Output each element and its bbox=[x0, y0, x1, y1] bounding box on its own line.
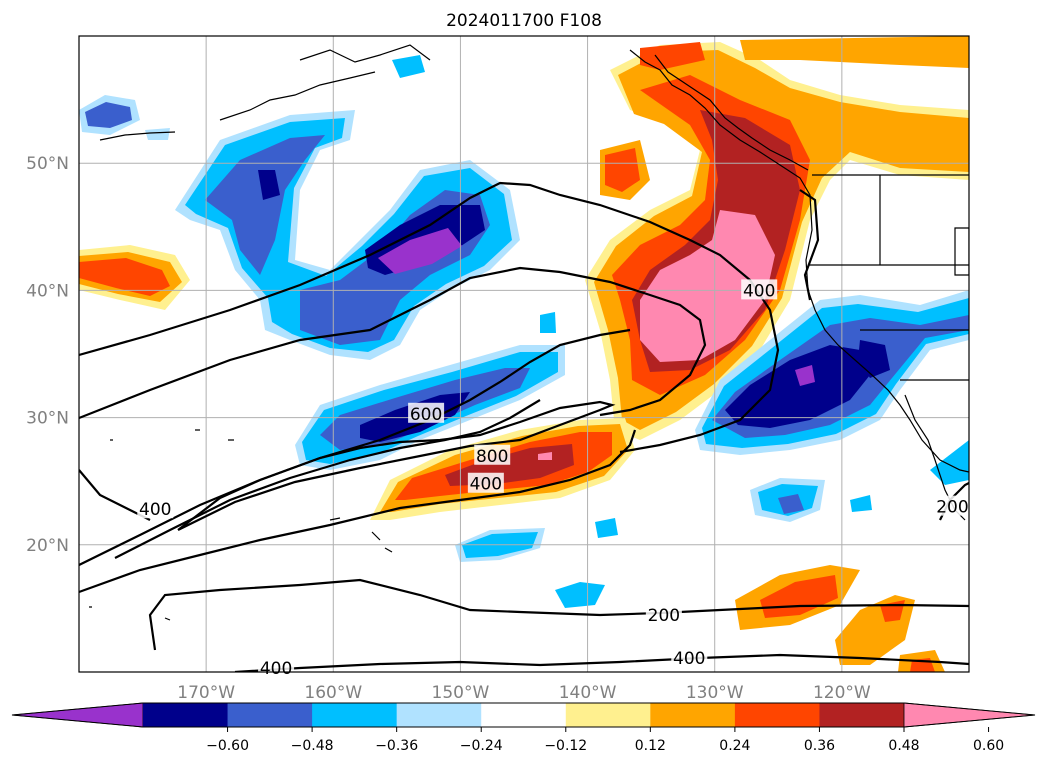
lon-tick-label: 160°W bbox=[304, 683, 362, 703]
colorbar-tick-label: −0.60 bbox=[206, 738, 249, 754]
colorbar-segment bbox=[650, 703, 736, 727]
map-panel: 400 600 800 400 400 200 400 400 200 bbox=[78, 35, 971, 679]
lon-tick-label: 120°W bbox=[813, 683, 871, 703]
colorbar-tick-label: −0.24 bbox=[460, 738, 503, 754]
colorbar-tick-label: −0.48 bbox=[291, 738, 334, 754]
colorbar-tick-label: 0.60 bbox=[973, 738, 1004, 754]
contour-label: 400 bbox=[260, 659, 292, 679]
lon-tick-label: 170°W bbox=[177, 683, 235, 703]
colorbar-tick-label: 0.24 bbox=[719, 738, 750, 754]
contour-label-bg bbox=[137, 498, 174, 519]
contour-label: 400 bbox=[743, 281, 775, 301]
latitude-tick-labels: 20°N 30°N 40°N 50°N bbox=[26, 154, 69, 556]
figure-title: 2024011700 F108 bbox=[446, 11, 602, 31]
colorbar-segment bbox=[819, 703, 905, 727]
lon-tick-label: 130°W bbox=[686, 683, 744, 703]
contour-label: 600 bbox=[410, 405, 442, 425]
colorbar-segment bbox=[227, 703, 313, 727]
contour-lines bbox=[79, 181, 969, 672]
colorbar-tick-label: 0.36 bbox=[804, 738, 835, 754]
contour-label: 800 bbox=[476, 447, 508, 467]
colorbar-extend-high bbox=[903, 702, 1036, 728]
contour-label-bg bbox=[741, 279, 778, 300]
colorbar: −0.60 −0.48 −0.36 −0.24 −0.12 0.12 0.24 0.36 0.4… bbox=[11, 702, 1036, 754]
colorbar-segment bbox=[312, 703, 398, 727]
contour-label-bg bbox=[467, 472, 504, 493]
colorbar-tick-label: 0.12 bbox=[635, 738, 666, 754]
contour-label: 200 bbox=[648, 606, 680, 626]
lat-tick-label: 50°N bbox=[26, 154, 69, 174]
contour-label-bg bbox=[934, 495, 971, 516]
contour-label: 200 bbox=[936, 498, 968, 518]
lat-tick-label: 20°N bbox=[26, 536, 69, 556]
contour-label-bg bbox=[408, 402, 445, 423]
colorbar-outline bbox=[11, 702, 1036, 728]
coastlines bbox=[89, 44, 969, 621]
lat-tick-label: 30°N bbox=[26, 409, 69, 429]
map-gridlines bbox=[79, 36, 969, 672]
lon-tick-label: 140°W bbox=[559, 683, 617, 703]
lat-tick-label: 40°N bbox=[26, 281, 69, 301]
shaded-field bbox=[79, 36, 969, 672]
contour-label: 400 bbox=[470, 475, 502, 495]
colorbar-extend-low bbox=[11, 702, 144, 728]
contour-label-bg bbox=[474, 444, 511, 465]
contour-label: 400 bbox=[139, 500, 171, 520]
colorbar-segment bbox=[481, 703, 567, 727]
contour-label-bg bbox=[671, 647, 708, 668]
colorbar-tick-label: −0.12 bbox=[544, 738, 587, 754]
colorbar-tick-label: 0.48 bbox=[888, 738, 919, 754]
longitude-tick-labels: 170°W 160°W 150°W 140°W 130°W 120°W bbox=[177, 683, 871, 703]
lon-tick-label: 150°W bbox=[432, 683, 490, 703]
contour-label: 400 bbox=[673, 649, 705, 669]
colorbar-segment bbox=[143, 703, 229, 727]
colorbar-segment bbox=[734, 703, 820, 727]
colorbar-segment bbox=[396, 703, 482, 727]
contour-label-layer: 400 600 800 400 400 200 400 400 200 bbox=[137, 279, 971, 679]
map-frame bbox=[78, 35, 970, 673]
colorbar-tick-label: −0.36 bbox=[375, 738, 418, 754]
colorbar-segment bbox=[565, 703, 651, 727]
contour-label-bg bbox=[645, 603, 682, 624]
